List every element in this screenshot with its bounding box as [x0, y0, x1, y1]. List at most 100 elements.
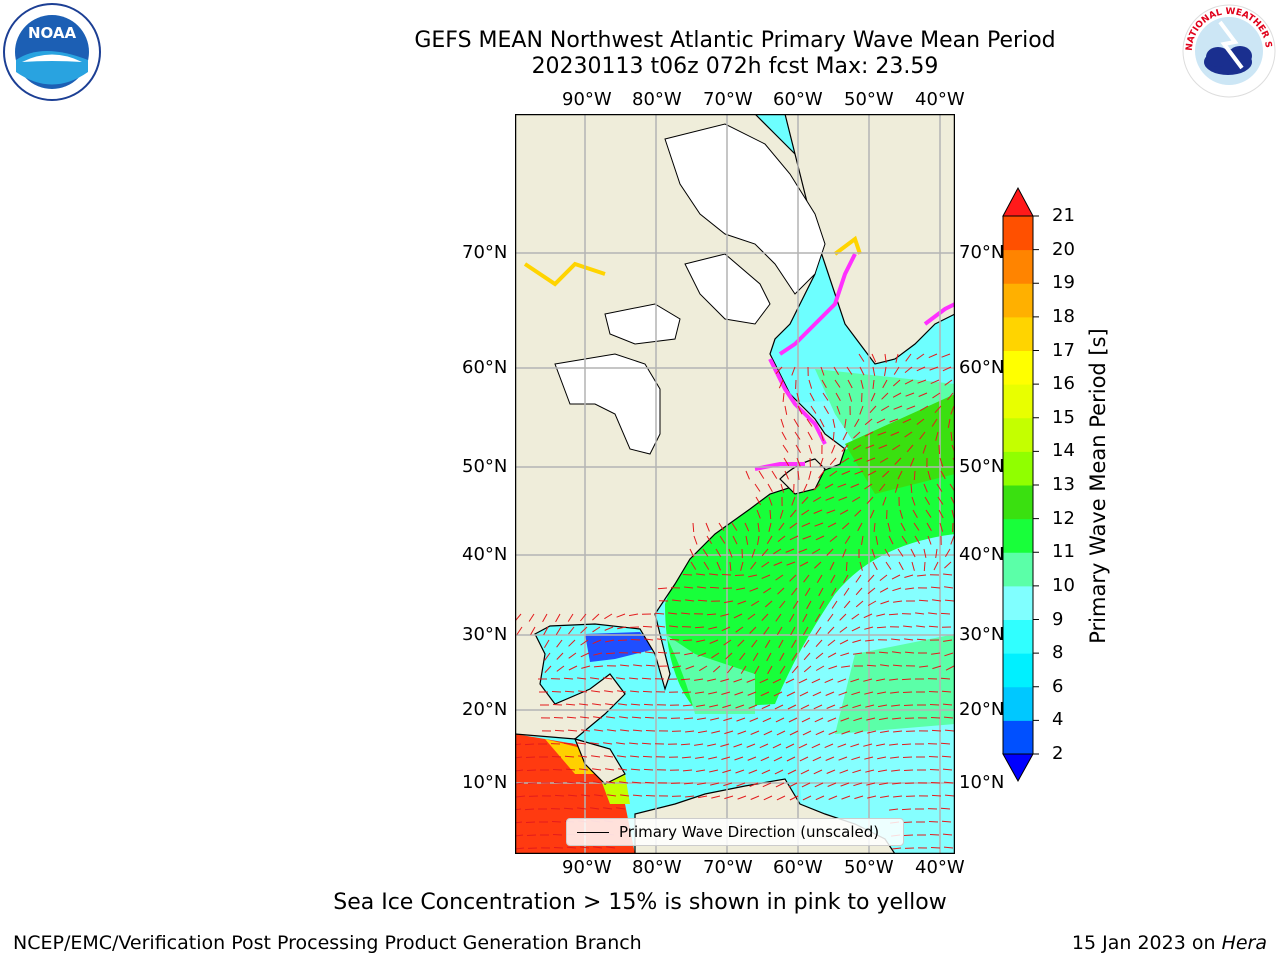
colorbar-segment — [1003, 552, 1033, 587]
wave-arrow — [935, 548, 938, 558]
wave-arrow — [904, 431, 913, 438]
colorbar-segment — [1003, 585, 1033, 620]
wave-arrow — [515, 743, 522, 746]
wave-arrow — [844, 535, 851, 544]
wave-arrow — [774, 704, 784, 710]
wave-arrow — [841, 522, 850, 530]
wave-arrow — [843, 574, 849, 584]
wave-arrow — [836, 405, 841, 415]
wave-arrow — [682, 574, 693, 576]
wave-arrow — [759, 678, 769, 684]
wave-arrow — [789, 522, 798, 529]
wave-arrow — [866, 664, 877, 667]
wave-arrow — [867, 470, 877, 476]
wave-arrow — [847, 379, 853, 389]
wave-arrow — [697, 599, 708, 602]
wave-arrow — [944, 794, 955, 797]
colorbar-tick-label: 12 — [1052, 507, 1075, 529]
wave-arrow — [761, 561, 770, 568]
wave-arrow — [945, 665, 955, 671]
wave-arrow — [761, 613, 769, 621]
wave-arrow — [820, 431, 824, 441]
wave-arrow — [567, 794, 578, 797]
wave-arrow — [880, 664, 890, 667]
wave-arrow — [841, 470, 851, 475]
wave-arrow — [749, 626, 757, 634]
wave-arrow — [643, 703, 654, 706]
wave-arrow — [694, 678, 704, 681]
wave-arrow — [950, 431, 953, 441]
wave-arrow — [879, 782, 889, 786]
wave-arrow — [913, 522, 920, 531]
wave-arrow — [819, 600, 825, 610]
wave-arrow — [827, 652, 837, 658]
wave-arrow — [917, 574, 927, 577]
wave-arrow — [723, 717, 733, 722]
wave-arrow — [859, 405, 864, 415]
wave-arrow — [689, 548, 695, 558]
wave-arrow — [568, 626, 575, 635]
wave-arrow — [890, 756, 900, 759]
wave-arrow — [882, 496, 887, 506]
wave-arrow — [645, 664, 656, 667]
wave-arrow — [928, 612, 938, 615]
wave-arrow — [695, 756, 705, 759]
wave-arrow — [902, 691, 913, 693]
wave-arrow — [771, 470, 778, 479]
wave-arrow — [889, 743, 899, 746]
wave-arrow — [828, 730, 838, 735]
wave-arrow — [930, 586, 941, 589]
wave-arrow — [566, 781, 577, 784]
colorbar-segment — [1003, 283, 1033, 318]
wave-arrow — [940, 807, 951, 810]
lon-label-top: 80°W — [632, 89, 682, 110]
graticule — [515, 114, 955, 854]
wave-arrow — [718, 522, 725, 531]
wave-arrow — [591, 755, 601, 758]
wave-arrow — [631, 781, 642, 784]
wave-arrow — [892, 847, 902, 850]
wave-arrow — [827, 782, 837, 787]
wave-arrow — [819, 457, 824, 467]
wave-arrow — [910, 457, 915, 467]
wave-arrow — [814, 717, 824, 723]
lat-label-left: 20°N — [462, 699, 508, 720]
wave-arrow — [897, 548, 904, 557]
wave-arrow — [902, 821, 913, 823]
wave-arrow — [760, 756, 770, 762]
wave-arrow — [905, 587, 915, 590]
wave-arrow — [859, 366, 865, 376]
wave-arrow — [781, 431, 787, 441]
wave-arrow — [789, 795, 799, 801]
wave-arrow — [876, 678, 886, 682]
wave-arrow — [904, 651, 915, 654]
sea-ice-edge — [833, 235, 862, 256]
wave-arrow — [802, 613, 808, 623]
wave-arrow — [890, 691, 900, 694]
wave-arrow — [893, 405, 903, 410]
wave-arrow — [682, 769, 693, 772]
wave-arrow — [815, 535, 825, 541]
wave-arrow — [912, 509, 918, 519]
wave-arrow — [842, 548, 847, 558]
wave-arrow — [684, 652, 694, 656]
wave-arrow — [682, 704, 693, 707]
wave-arrow — [516, 626, 523, 635]
wave-arrow — [749, 782, 759, 787]
wave-arrow — [528, 613, 535, 622]
wave-arrow — [897, 470, 903, 480]
wave-arrow — [604, 690, 614, 693]
wave-arrow — [802, 795, 812, 801]
wave-arrow — [590, 677, 600, 680]
wave-arrow — [581, 665, 591, 669]
wave-arrow — [901, 808, 912, 811]
wave-arrow — [809, 392, 815, 402]
wave-arrow — [591, 690, 601, 693]
wave-arrow — [932, 665, 942, 670]
wave-arrow — [941, 690, 952, 693]
wave-arrow — [898, 561, 904, 571]
lon-label-bottom: 40°W — [915, 857, 965, 878]
colorbar-segment — [1003, 619, 1033, 654]
wave-arrow — [642, 690, 653, 693]
wave-arrow — [910, 483, 913, 494]
